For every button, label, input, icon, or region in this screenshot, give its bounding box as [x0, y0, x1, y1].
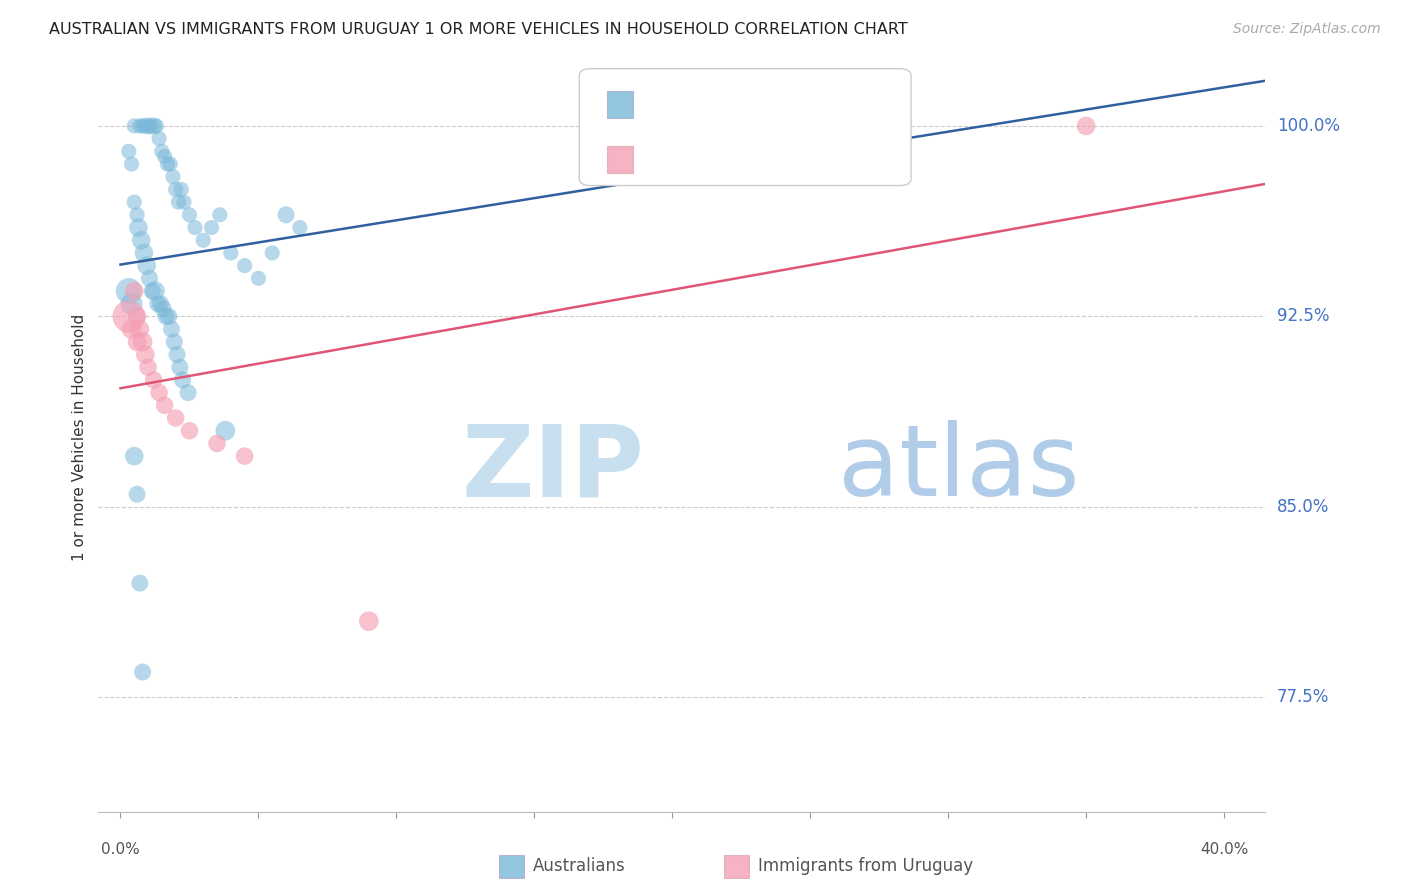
Point — [163, 334, 186, 349]
Point — [124, 449, 146, 463]
Text: Immigrants from Uruguay: Immigrants from Uruguay — [758, 857, 973, 875]
Point — [125, 334, 148, 349]
Text: R = 0.525   N = 18: R = 0.525 N = 18 — [644, 151, 814, 169]
Point — [124, 284, 146, 298]
Point — [166, 347, 188, 361]
Point — [274, 208, 297, 222]
Point — [145, 119, 167, 133]
Point — [165, 182, 187, 196]
Point — [134, 119, 156, 133]
Point — [127, 220, 149, 235]
Point — [118, 145, 141, 159]
Point — [179, 424, 201, 438]
Text: AUSTRALIAN VS IMMIGRANTS FROM URUGUAY 1 OR MORE VEHICLES IN HOUSEHOLD CORRELATIO: AUSTRALIAN VS IMMIGRANTS FROM URUGUAY 1 … — [49, 22, 908, 37]
Point — [233, 259, 256, 273]
Point — [148, 131, 170, 145]
Point — [139, 119, 162, 133]
Point — [131, 334, 153, 349]
Point — [121, 322, 143, 336]
Point — [118, 310, 141, 324]
Point — [853, 119, 876, 133]
Point — [169, 360, 191, 375]
Text: R = 0.503   N = 59: R = 0.503 N = 59 — [644, 95, 814, 113]
Point — [118, 284, 141, 298]
Point — [262, 246, 284, 260]
Point — [134, 347, 156, 361]
Point — [219, 246, 242, 260]
Point — [138, 271, 160, 285]
Point — [193, 233, 215, 247]
Point — [214, 424, 236, 438]
Point — [132, 246, 155, 260]
Point — [170, 182, 193, 196]
Point — [136, 360, 159, 375]
Point — [153, 398, 176, 412]
Point — [128, 322, 150, 336]
Y-axis label: 1 or more Vehicles in Household: 1 or more Vehicles in Household — [72, 313, 87, 561]
Point — [153, 149, 176, 163]
Point — [159, 157, 181, 171]
Text: Source: ZipAtlas.com: Source: ZipAtlas.com — [1233, 22, 1381, 37]
Point — [288, 220, 311, 235]
Point — [177, 385, 200, 400]
Text: 0.0%: 0.0% — [101, 842, 139, 857]
Point — [121, 157, 143, 171]
Point — [128, 576, 150, 591]
Text: 92.5%: 92.5% — [1277, 308, 1330, 326]
Point — [149, 297, 172, 311]
Point — [125, 310, 148, 324]
Text: 77.5%: 77.5% — [1277, 689, 1330, 706]
Point — [148, 385, 170, 400]
Point — [162, 169, 184, 184]
Point — [156, 157, 179, 171]
Point — [141, 284, 163, 298]
Point — [167, 195, 190, 210]
Text: 40.0%: 40.0% — [1199, 842, 1249, 857]
Point — [233, 449, 256, 463]
Point — [135, 259, 157, 273]
Point — [124, 119, 146, 133]
Point — [129, 233, 152, 247]
Point — [179, 208, 201, 222]
Point — [247, 271, 270, 285]
Point — [125, 208, 148, 222]
Point — [125, 487, 148, 501]
Point — [184, 220, 207, 235]
Point — [200, 220, 222, 235]
Point — [143, 284, 166, 298]
Point — [142, 373, 165, 387]
Point — [152, 301, 174, 316]
Point — [131, 665, 153, 679]
Text: atlas: atlas — [838, 420, 1080, 517]
Point — [146, 297, 169, 311]
Point — [124, 195, 146, 210]
Point — [150, 145, 173, 159]
Point — [136, 119, 159, 133]
Text: 85.0%: 85.0% — [1277, 498, 1330, 516]
Text: 100.0%: 100.0% — [1277, 117, 1340, 135]
Point — [208, 208, 231, 222]
Point — [142, 119, 165, 133]
Point — [357, 614, 380, 628]
Point — [1074, 119, 1097, 133]
Point — [131, 119, 153, 133]
Point — [121, 297, 143, 311]
Point — [128, 119, 150, 133]
Point — [173, 195, 195, 210]
Point — [157, 310, 180, 324]
Text: ZIP: ZIP — [461, 420, 645, 517]
Point — [160, 322, 183, 336]
Point — [165, 411, 187, 425]
Point — [155, 310, 177, 324]
Point — [172, 373, 194, 387]
Point — [205, 436, 228, 450]
Text: Australians: Australians — [533, 857, 626, 875]
